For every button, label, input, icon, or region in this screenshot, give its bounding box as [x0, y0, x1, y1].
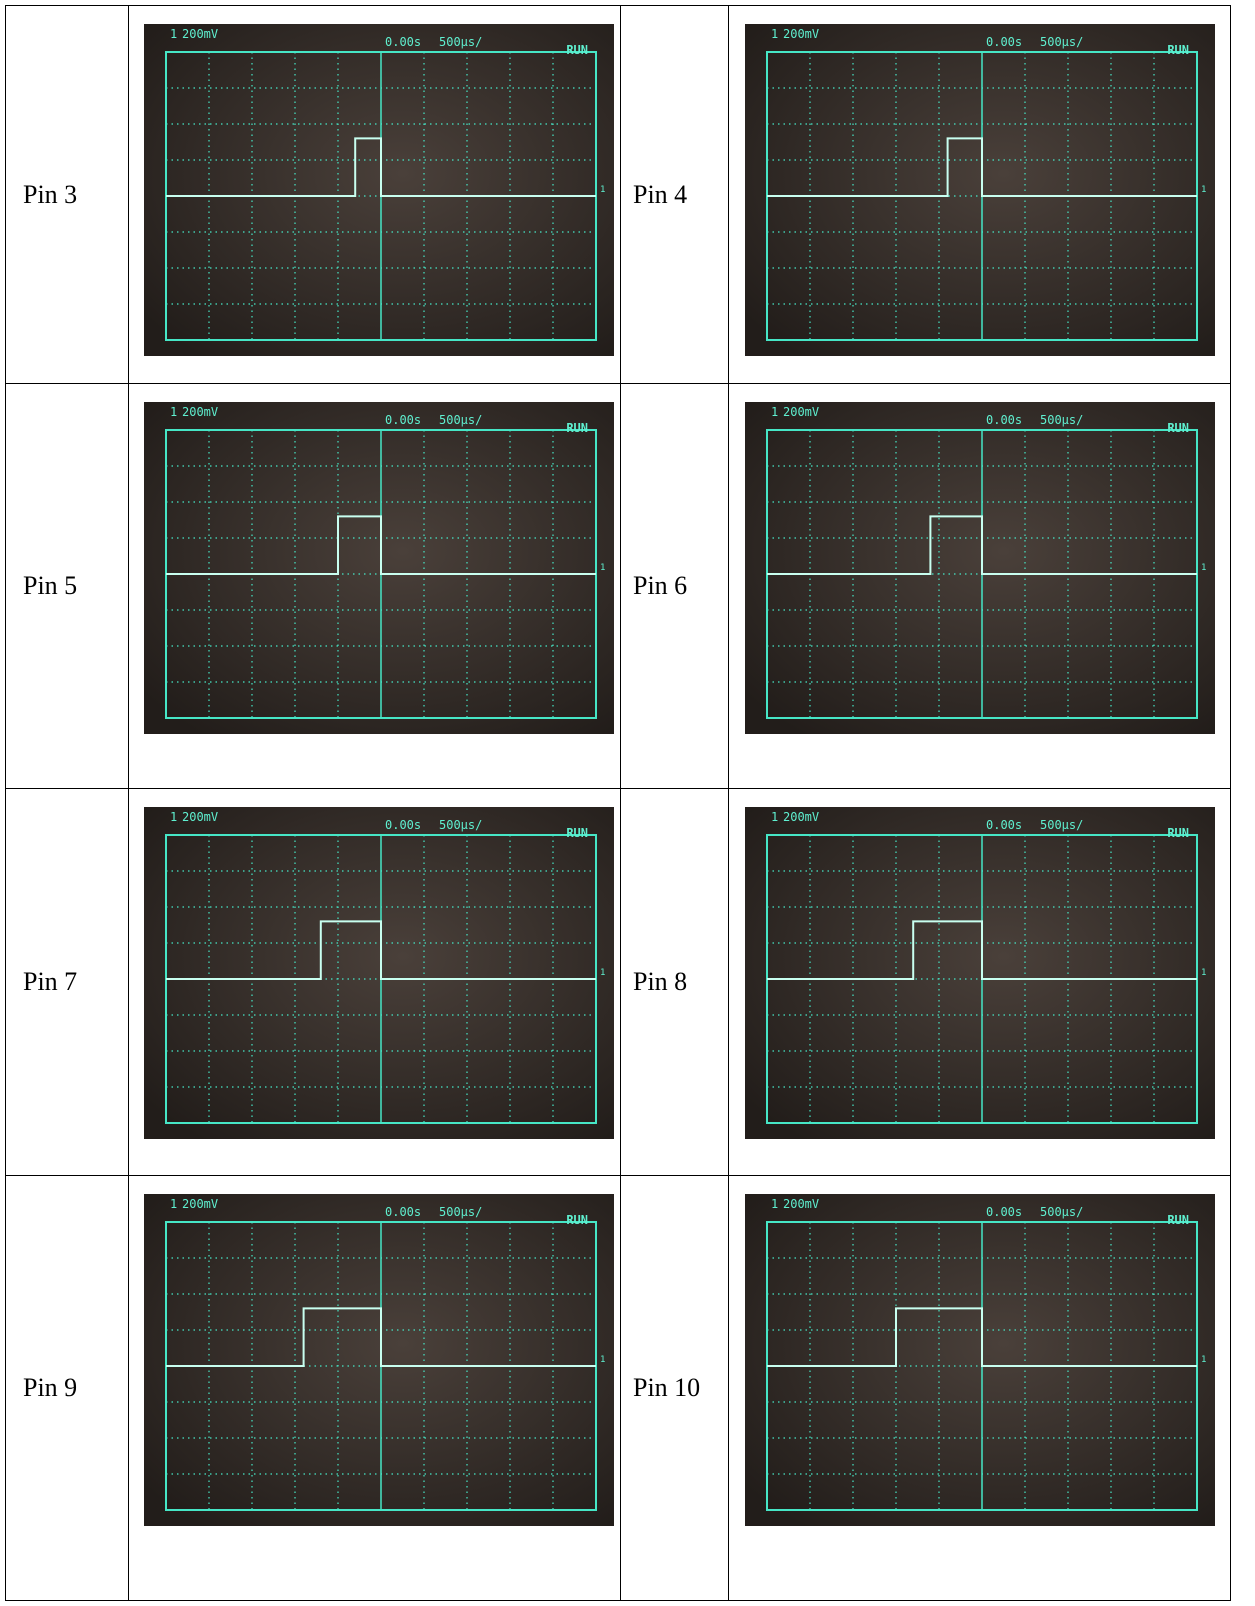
run-status: RUN: [1167, 826, 1189, 840]
oscilloscope-photo: 1 200mV 0.00s 500µs/RUN 1: [745, 807, 1215, 1139]
ground-marker: 1: [600, 185, 605, 195]
ground-marker: 1: [1201, 968, 1206, 978]
ground-marker: 1: [1201, 1355, 1206, 1365]
oscilloscope-photo: 1 200mV 0.00s 500µs/RUN 1: [144, 402, 614, 734]
volts-per-div: 200mV: [182, 1197, 218, 1211]
waveform: [767, 920, 1197, 980]
time-per-div: 500µs/: [439, 1205, 482, 1219]
pin-label: Pin 4: [620, 5, 729, 384]
image-cell: 1 200mV 0.00s 500µs/RUN 1: [128, 788, 621, 1176]
pin-table: Pin 3 1 200mV 0.00s 500µs/RUN 1 Pin 4 1 200mV 0.0…: [5, 5, 1231, 1601]
screen: [745, 24, 1215, 356]
volts-per-div: 200mV: [182, 405, 218, 419]
table-row: Pin 3 1 200mV 0.00s 500µs/RUN 1 Pin 4 1 200mV 0.0…: [5, 5, 1231, 384]
run-status: RUN: [566, 43, 588, 57]
time-per-div: 500µs/: [1040, 35, 1083, 49]
ground-marker: 1: [600, 563, 605, 573]
channel-number: 1: [170, 1197, 177, 1211]
time-per-div: 500µs/: [1040, 1205, 1083, 1219]
run-status: RUN: [566, 1213, 588, 1227]
pin-label: Pin 10: [620, 1175, 729, 1601]
trigger-delay: 0.00s: [385, 1205, 421, 1219]
channel-number: 1: [170, 405, 177, 419]
table-row: Pin 7 1 200mV 0.00s 500µs/RUN 1 Pin 8 1 200mV 0.0…: [5, 788, 1231, 1176]
trigger-delay: 0.00s: [385, 413, 421, 427]
volts-per-div: 200mV: [783, 405, 819, 419]
time-per-div: 500µs/: [439, 413, 482, 427]
channel-number: 1: [771, 1197, 778, 1211]
image-cell: 1 200mV 0.00s 500µs/RUN 1: [728, 5, 1231, 384]
image-cell: 1 200mV 0.00s 500µs/RUN 1: [728, 788, 1231, 1176]
waveform: [166, 1307, 596, 1367]
screen: [144, 807, 614, 1139]
ground-marker: 1: [1201, 563, 1206, 573]
trigger-delay: 0.00s: [986, 413, 1022, 427]
image-cell: 1 200mV 0.00s 500µs/RUN 1: [128, 5, 621, 384]
channel-number: 1: [771, 27, 778, 41]
screen: [144, 24, 614, 356]
volts-per-div: 200mV: [783, 810, 819, 824]
trigger-delay: 0.00s: [385, 818, 421, 832]
trigger-delay: 0.00s: [986, 818, 1022, 832]
oscilloscope-photo: 1 200mV 0.00s 500µs/RUN 1: [745, 402, 1215, 734]
volts-per-div: 200mV: [182, 810, 218, 824]
channel-number: 1: [170, 810, 177, 824]
screen: [745, 807, 1215, 1139]
image-cell: 1 200mV 0.00s 500µs/RUN 1: [728, 383, 1231, 789]
waveform: [166, 515, 596, 575]
ground-marker: 1: [600, 1355, 605, 1365]
waveform: [767, 137, 1197, 197]
channel-number: 1: [771, 405, 778, 419]
volts-per-div: 200mV: [182, 27, 218, 41]
screen: [745, 402, 1215, 734]
time-per-div: 500µs/: [1040, 818, 1083, 832]
oscilloscope-photo: 1 200mV 0.00s 500µs/RUN 1: [144, 1194, 614, 1526]
screen: [745, 1194, 1215, 1526]
oscilloscope-photo: 1 200mV 0.00s 500µs/RUN 1: [745, 24, 1215, 356]
run-status: RUN: [1167, 421, 1189, 435]
pin-label: Pin 6: [620, 383, 729, 789]
screen: [144, 1194, 614, 1526]
pin-label: Pin 9: [5, 1175, 129, 1601]
time-per-div: 500µs/: [439, 818, 482, 832]
volts-per-div: 200mV: [783, 1197, 819, 1211]
run-status: RUN: [1167, 43, 1189, 57]
time-per-div: 500µs/: [439, 35, 482, 49]
table-row: Pin 9 1 200mV 0.00s 500µs/RUN 1 Pin 10 1 200mV 0.…: [5, 1175, 1231, 1601]
ground-marker: 1: [1201, 185, 1206, 195]
waveform: [767, 515, 1197, 575]
waveform: [767, 1307, 1197, 1367]
table-row: Pin 5 1 200mV 0.00s 500µs/RUN 1 Pin 6 1 200mV 0.0…: [5, 383, 1231, 789]
image-cell: 1 200mV 0.00s 500µs/RUN 1: [728, 1175, 1231, 1601]
pin-label: Pin 8: [620, 788, 729, 1176]
oscilloscope-photo: 1 200mV 0.00s 500µs/RUN 1: [144, 807, 614, 1139]
oscilloscope-photo: 1 200mV 0.00s 500µs/RUN 1: [745, 1194, 1215, 1526]
image-cell: 1 200mV 0.00s 500µs/RUN 1: [128, 383, 621, 789]
trigger-delay: 0.00s: [986, 1205, 1022, 1219]
volts-per-div: 200mV: [783, 27, 819, 41]
channel-number: 1: [170, 27, 177, 41]
image-cell: 1 200mV 0.00s 500µs/RUN 1: [128, 1175, 621, 1601]
screen: [144, 402, 614, 734]
run-status: RUN: [566, 826, 588, 840]
oscilloscope-photo: 1 200mV 0.00s 500µs/RUN 1: [144, 24, 614, 356]
run-status: RUN: [1167, 1213, 1189, 1227]
pin-label: Pin 7: [5, 788, 129, 1176]
run-status: RUN: [566, 421, 588, 435]
pin-label: Pin 5: [5, 383, 129, 789]
ground-marker: 1: [600, 968, 605, 978]
channel-number: 1: [771, 810, 778, 824]
pin-label: Pin 3: [5, 5, 129, 384]
trigger-delay: 0.00s: [986, 35, 1022, 49]
time-per-div: 500µs/: [1040, 413, 1083, 427]
trigger-delay: 0.00s: [385, 35, 421, 49]
waveform: [166, 920, 596, 980]
waveform: [166, 137, 596, 197]
